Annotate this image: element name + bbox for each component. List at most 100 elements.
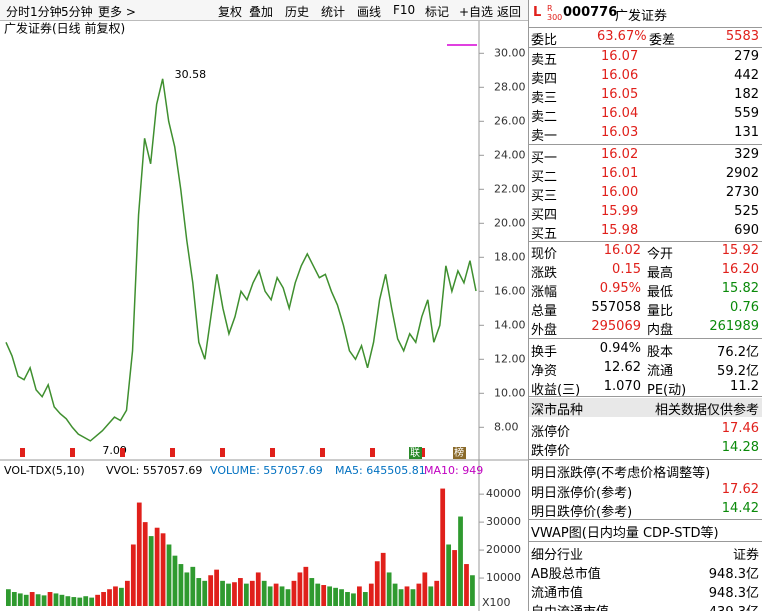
volume-bar — [261, 580, 267, 606]
toolbar-button[interactable]: F10 — [393, 3, 416, 17]
text: 16.02 — [601, 147, 639, 162]
volume-bar — [208, 575, 214, 606]
text: 委比 — [531, 33, 558, 48]
extra-row: 流通市值 948.3亿 — [529, 581, 762, 601]
text: 295069 — [591, 319, 641, 334]
text: 14.42 — [721, 501, 759, 516]
text: 2902 — [725, 166, 759, 181]
volume-bar — [101, 592, 106, 606]
toolbar-button[interactable]: 复权 — [218, 5, 243, 19]
text: 16.04 — [601, 106, 639, 121]
volume-bar — [249, 580, 255, 606]
y-tick-label: 8.00 — [494, 420, 519, 433]
y-tick-label: 24.00 — [494, 148, 526, 161]
volume-bar — [398, 589, 404, 606]
separator — [529, 459, 762, 460]
toolbar-button[interactable]: 叠加 — [249, 5, 274, 19]
text: 买二 — [531, 170, 558, 185]
stat-row: 涨跌 0.15 最高 16.20 — [529, 261, 762, 281]
volume-bar — [220, 580, 225, 606]
stock-header: L R 300 000776 广发证券 — [529, 4, 762, 28]
text: 16.06 — [601, 68, 639, 83]
book-row: 买五 15.98 690 — [529, 222, 762, 242]
limit-row: 涨停价 17.46 — [529, 420, 762, 440]
stat-row: 净资 12.62 流通 59.2亿 — [529, 359, 762, 379]
extra-row: 细分行业 证券 — [529, 543, 762, 563]
volume-bar — [416, 583, 422, 606]
separator — [529, 338, 762, 339]
text: 0.76 — [730, 300, 759, 315]
book-row: 卖五 16.07 279 — [529, 48, 762, 68]
r-icon: R 300 — [547, 4, 563, 22]
toolbar-button[interactable]: 标记 — [425, 5, 450, 19]
volume-bar — [285, 589, 291, 606]
text: 涨跌 — [531, 266, 558, 281]
event-marker — [220, 448, 225, 457]
toolbar-button[interactable]: 5分钟 — [61, 5, 93, 19]
toolbar-button[interactable]: 历史 — [285, 5, 310, 19]
volume-bar — [273, 583, 279, 606]
text: 跌停价 — [531, 444, 571, 459]
volume-bar — [53, 593, 59, 606]
volume-bar — [368, 583, 374, 606]
volume-bar — [410, 589, 416, 606]
separator — [529, 396, 762, 397]
volume-bar — [374, 561, 380, 606]
volume-bar — [124, 580, 130, 606]
toolbar-button[interactable]: 分时 — [6, 5, 31, 19]
toolbar-button[interactable]: 统计 — [321, 5, 346, 19]
volume-bar — [95, 594, 100, 606]
chart: 广发证券(日线 前复权) 8.00 10.00 12.00 14.00 16.00 18.0… — [0, 21, 528, 611]
text: 63.67% — [597, 29, 647, 44]
volume-bar — [362, 592, 368, 606]
text: 买四 — [531, 208, 558, 223]
separator — [529, 47, 762, 48]
volume-bar — [83, 596, 89, 606]
y-tick-label: 40000 — [486, 487, 521, 500]
text: 442 — [734, 68, 759, 83]
text: 5583 — [725, 29, 759, 44]
volume-bar — [309, 578, 315, 606]
toolbar-button[interactable]: 1分钟 — [30, 5, 62, 19]
text: 15.92 — [721, 243, 759, 258]
tomorrow-row: 明日涨停价(参考) 17.62 — [529, 481, 762, 501]
y-tick-label: 14.00 — [494, 318, 526, 331]
volume-bar — [232, 582, 237, 606]
book-row: 卖四 16.06 442 — [529, 67, 762, 87]
book-row: 卖一 16.03 131 — [529, 124, 762, 144]
y-tick-label: 18.00 — [494, 250, 526, 263]
toolbar: 分时 1分钟 5分钟 更多 > 复权 叠加 历史 统计 画线 F10 标记 +自选 返回 — [0, 0, 528, 21]
y-tick-label: 10000 — [486, 571, 521, 584]
stat-row: 换手 0.94% 股本 76.2亿 — [529, 340, 762, 360]
toolbar-button[interactable]: 画线 — [357, 5, 382, 19]
event-marker — [20, 448, 25, 457]
volume-bar — [136, 502, 142, 606]
volume-bar — [35, 594, 41, 606]
text: 明日涨停价(参考) — [531, 486, 633, 501]
text: 量比 — [647, 304, 674, 319]
volume-header: MA5: 645505.81 — [335, 464, 426, 477]
text: 0.95% — [599, 281, 641, 296]
toolbar-button[interactable]: 返回 — [497, 5, 522, 19]
volume-bar — [59, 594, 65, 606]
event-marker — [320, 448, 325, 457]
toolbar-button[interactable]: +自选 — [459, 5, 494, 19]
stock-code: 000776 — [563, 5, 618, 20]
book-row: 买一 16.02 329 — [529, 146, 762, 166]
text: 换手 — [531, 345, 558, 360]
volume-bar — [77, 597, 83, 606]
text: 948.3亿 — [708, 567, 759, 582]
volume-bar — [238, 578, 243, 606]
text: 76.2亿 — [717, 345, 759, 360]
text: 16.01 — [601, 166, 639, 181]
volume-bar — [333, 587, 338, 606]
text: 最高 — [647, 266, 674, 281]
toolbar-button[interactable]: 更多 > — [98, 5, 136, 19]
text: 0.94% — [599, 341, 641, 356]
text: 卖二 — [531, 110, 558, 125]
volume-bar — [351, 593, 356, 606]
text: 今开 — [647, 247, 674, 262]
volume-bar — [446, 544, 452, 606]
y-tick-label: 10.00 — [494, 386, 526, 399]
volume-bar — [380, 552, 386, 606]
